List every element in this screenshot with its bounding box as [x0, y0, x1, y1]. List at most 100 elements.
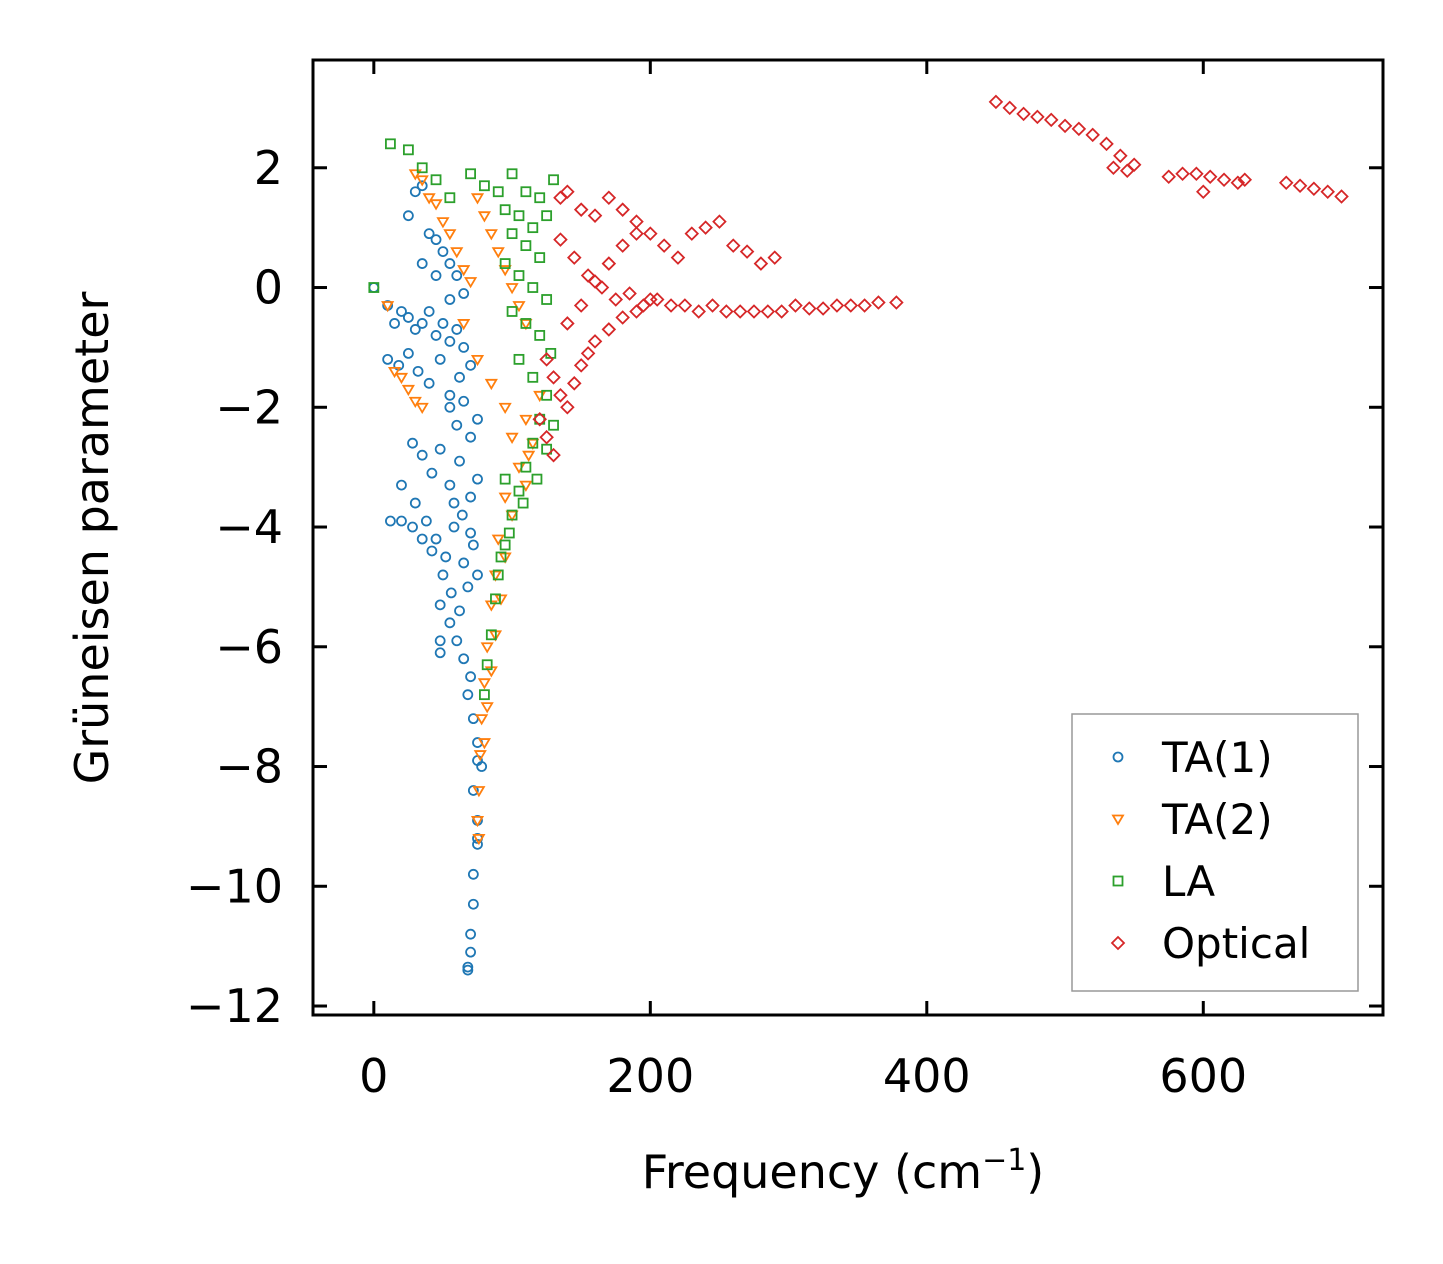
data-point — [465, 928, 476, 940]
data-point — [1175, 166, 1190, 182]
data-point — [1085, 127, 1100, 143]
data-point — [477, 738, 491, 750]
data-point — [615, 310, 630, 325]
data-point — [1071, 121, 1087, 137]
data-point — [401, 384, 415, 397]
data-point — [416, 449, 428, 461]
data-point — [534, 330, 546, 341]
data-point — [677, 298, 693, 313]
data-point — [480, 642, 494, 654]
data-point — [416, 258, 428, 269]
series-ta-1 — [368, 180, 488, 976]
data-point — [499, 258, 511, 269]
data-point — [548, 419, 559, 431]
data-point — [871, 295, 886, 310]
data-point — [988, 94, 1004, 110]
data-point — [467, 539, 479, 551]
data-point — [491, 247, 505, 259]
data-point — [580, 268, 596, 283]
data-point — [472, 569, 483, 581]
data-point — [458, 341, 470, 353]
data-point — [407, 521, 418, 533]
legend-marker — [1110, 935, 1126, 951]
data-point — [513, 353, 525, 365]
data-point — [479, 689, 490, 701]
data-point — [546, 370, 561, 385]
x-tick-label: 200 — [606, 1049, 694, 1103]
data-point — [451, 324, 463, 335]
data-point — [484, 229, 498, 241]
legend: TA(1) TA(2) LA Optical — [1071, 713, 1359, 992]
data-point — [437, 569, 449, 581]
data-point — [407, 437, 418, 449]
data-point — [527, 282, 539, 293]
data-point — [402, 347, 414, 359]
legend-label: LA — [1162, 857, 1215, 906]
data-point — [451, 270, 463, 281]
data-point — [472, 413, 483, 425]
data-point — [1196, 184, 1211, 199]
y-tick-label: −4 — [215, 500, 283, 554]
data-point — [746, 304, 762, 319]
data-point — [520, 186, 532, 198]
data-point — [857, 298, 872, 313]
data-point — [505, 283, 519, 295]
data-point — [462, 689, 474, 701]
data-point — [389, 318, 400, 329]
data-point — [663, 298, 679, 313]
data-point — [470, 816, 485, 828]
data-point — [567, 376, 582, 391]
data-point — [573, 202, 589, 217]
data-point — [444, 479, 456, 491]
data-point — [454, 455, 465, 467]
data-point — [519, 319, 533, 331]
data-point — [382, 353, 394, 365]
data-point — [448, 497, 460, 509]
data-point — [385, 515, 396, 527]
data-point — [465, 671, 476, 683]
data-point — [387, 366, 402, 379]
data-point — [396, 515, 407, 527]
data-point — [499, 473, 511, 485]
data-point — [368, 282, 380, 293]
data-point — [473, 750, 487, 762]
data-point — [444, 389, 456, 401]
data-point — [416, 162, 428, 174]
plot-points — [368, 94, 1349, 976]
data-point — [444, 294, 456, 305]
data-point — [434, 353, 446, 365]
data-point — [444, 336, 456, 347]
x-axis-label: Frequency (cm−1) — [642, 1143, 1045, 1199]
data-point — [467, 785, 479, 796]
data-point — [774, 304, 789, 319]
data-point — [601, 256, 617, 271]
data-point — [408, 169, 422, 181]
data-point — [1334, 189, 1349, 204]
data-point — [412, 365, 424, 377]
data-point — [1099, 136, 1114, 152]
data-point — [457, 319, 471, 331]
data-point — [753, 256, 769, 271]
data-point — [415, 402, 429, 415]
data-point — [594, 280, 610, 295]
data-point — [465, 359, 476, 371]
data-point — [513, 270, 525, 281]
data-point — [506, 509, 518, 521]
data-point — [531, 473, 543, 485]
data-point — [415, 175, 429, 187]
data-point — [458, 395, 470, 407]
data-point — [1189, 166, 1204, 182]
x-axis-ticks: 0 200 400 600 — [359, 60, 1247, 1103]
data-point — [484, 378, 498, 391]
y-tick-label: −6 — [215, 620, 283, 674]
legend-box — [1071, 713, 1359, 992]
data-point — [451, 419, 463, 431]
data-point — [422, 193, 436, 205]
data-point — [1320, 184, 1335, 199]
data-point — [513, 210, 525, 222]
data-point — [462, 964, 474, 976]
data-point — [498, 492, 512, 504]
legend-label: Optical — [1162, 919, 1310, 968]
data-point — [470, 193, 485, 205]
data-point — [1002, 100, 1018, 116]
